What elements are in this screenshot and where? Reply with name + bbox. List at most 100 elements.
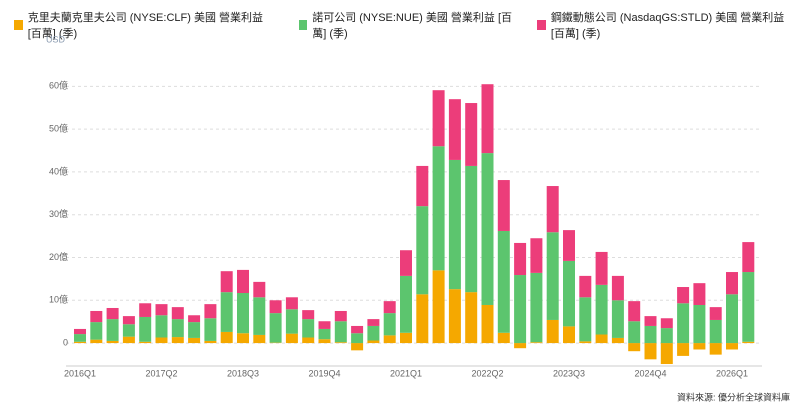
legend-label: 鋼鐵動態公司 (NasdaqGS:STLD) 美國 營業利益 [百萬] (季) (550, 12, 785, 40)
bar-segment (595, 284, 608, 335)
bar-segment (514, 275, 527, 344)
bar-segment (269, 300, 282, 314)
x-tick-label: 2016Q1 (64, 368, 96, 378)
bar-segment (579, 341, 592, 344)
bar-segment (465, 103, 478, 166)
bar-segment (563, 326, 575, 344)
bar-segment (465, 292, 478, 344)
bar-segment (400, 250, 412, 276)
y-tick-label: 60億 (49, 80, 68, 91)
bar-segment (90, 322, 103, 340)
bar-segment (155, 337, 168, 344)
bar-segment (351, 325, 364, 334)
bar-segment (416, 206, 429, 295)
bar-segment (546, 319, 559, 344)
bar-segment (253, 281, 266, 298)
bar-segment (709, 343, 722, 355)
bar-segment (628, 343, 641, 352)
y-tick-label: 50億 (49, 123, 68, 134)
bar-segment (90, 310, 103, 323)
bar-segment (122, 316, 135, 325)
bar-segment (448, 159, 461, 290)
bar-segment (318, 321, 331, 329)
bar-segment (432, 90, 445, 147)
legend-item: 鋼鐵動態公司 (NasdaqGS:STLD) 美國 營業利益 [百萬] (季) (537, 9, 800, 41)
bar-segment (644, 316, 657, 326)
bar-segment (726, 343, 738, 350)
bar-segment (155, 304, 168, 316)
legend-swatch (298, 20, 308, 30)
bar-segment (237, 293, 249, 334)
bar-segment (155, 315, 168, 338)
bar-segment (139, 303, 152, 317)
x-tick-label: 2021Q1 (390, 368, 422, 378)
bar-segment (448, 289, 461, 344)
bar-segment (122, 336, 135, 344)
x-tick-label: 2022Q2 (471, 368, 503, 378)
bar-segment (204, 340, 217, 344)
bar-segment (122, 324, 135, 337)
bar-segment (334, 321, 347, 343)
unit-label: USD (46, 34, 66, 44)
bar-segment (563, 230, 575, 261)
bar-segment (742, 272, 755, 342)
y-tick-label: 10億 (49, 294, 68, 305)
bar-segment (546, 232, 559, 320)
bar-segment (400, 332, 412, 344)
bar-segment (628, 321, 641, 344)
bar-segment (465, 165, 478, 293)
bar-segment (481, 84, 494, 154)
legend-label: 克里夫蘭克里夫公司 (NYSE:CLF) 美國 營業利益 [百萬] (季) (27, 12, 264, 40)
bar-segment (171, 337, 184, 344)
bar-segment (220, 331, 233, 344)
bar-segment (269, 313, 282, 343)
bar-segment (318, 339, 331, 344)
bar-segment (106, 307, 119, 320)
bar-segment (530, 342, 543, 344)
bar-segment (709, 307, 722, 320)
bar-segment (253, 334, 266, 344)
bar-segment (595, 251, 608, 285)
bar-segment (693, 283, 706, 305)
x-tick-label: 2019Q4 (308, 368, 340, 378)
bar-segment (237, 269, 249, 294)
x-tick-label: 2024Q4 (634, 368, 666, 378)
bar-segment (188, 322, 201, 338)
bar-segment (660, 343, 673, 365)
bar-segment (106, 319, 119, 341)
bar-segment (726, 272, 738, 295)
bar-segment (351, 333, 364, 344)
bar-segment (611, 300, 624, 338)
bar-segment (579, 297, 592, 342)
x-tick-label: 2017Q2 (145, 368, 177, 378)
bar-segment (237, 333, 249, 344)
bar-segment (90, 339, 103, 344)
bar-segment (611, 275, 624, 301)
bar-segment (660, 328, 673, 344)
bar-segment (497, 230, 510, 333)
legend-item: 諾可公司 (NYSE:NUE) 美國 營業利益 [百萬] (季) (298, 9, 518, 41)
bar-segment (644, 325, 657, 344)
bar-segment (302, 310, 315, 320)
bar-segment (481, 153, 494, 305)
legend-item: 克里夫蘭克里夫公司 (NYSE:CLF) 美國 營業利益 [百萬] (季) (14, 9, 279, 41)
bar-segment (579, 275, 592, 298)
bar-segment (171, 307, 184, 320)
bar-segment (285, 297, 298, 310)
bar-segment (432, 270, 445, 344)
x-tick-label: 2023Q3 (553, 368, 585, 378)
bar-segment (514, 343, 527, 349)
bar-segment (171, 319, 184, 338)
bar-segment (693, 343, 706, 350)
bar-segment (611, 337, 624, 344)
bar-segment (351, 343, 364, 351)
bar-segment (367, 319, 380, 326)
bar-segment (677, 287, 690, 304)
x-tick-label: 2018Q3 (227, 368, 259, 378)
bar-segment (220, 271, 233, 293)
bar-segment (285, 309, 298, 334)
source: 資料來源: 優分析全球資料庫 (677, 391, 790, 402)
bar-segment (74, 341, 86, 344)
bar-segment (302, 337, 315, 344)
